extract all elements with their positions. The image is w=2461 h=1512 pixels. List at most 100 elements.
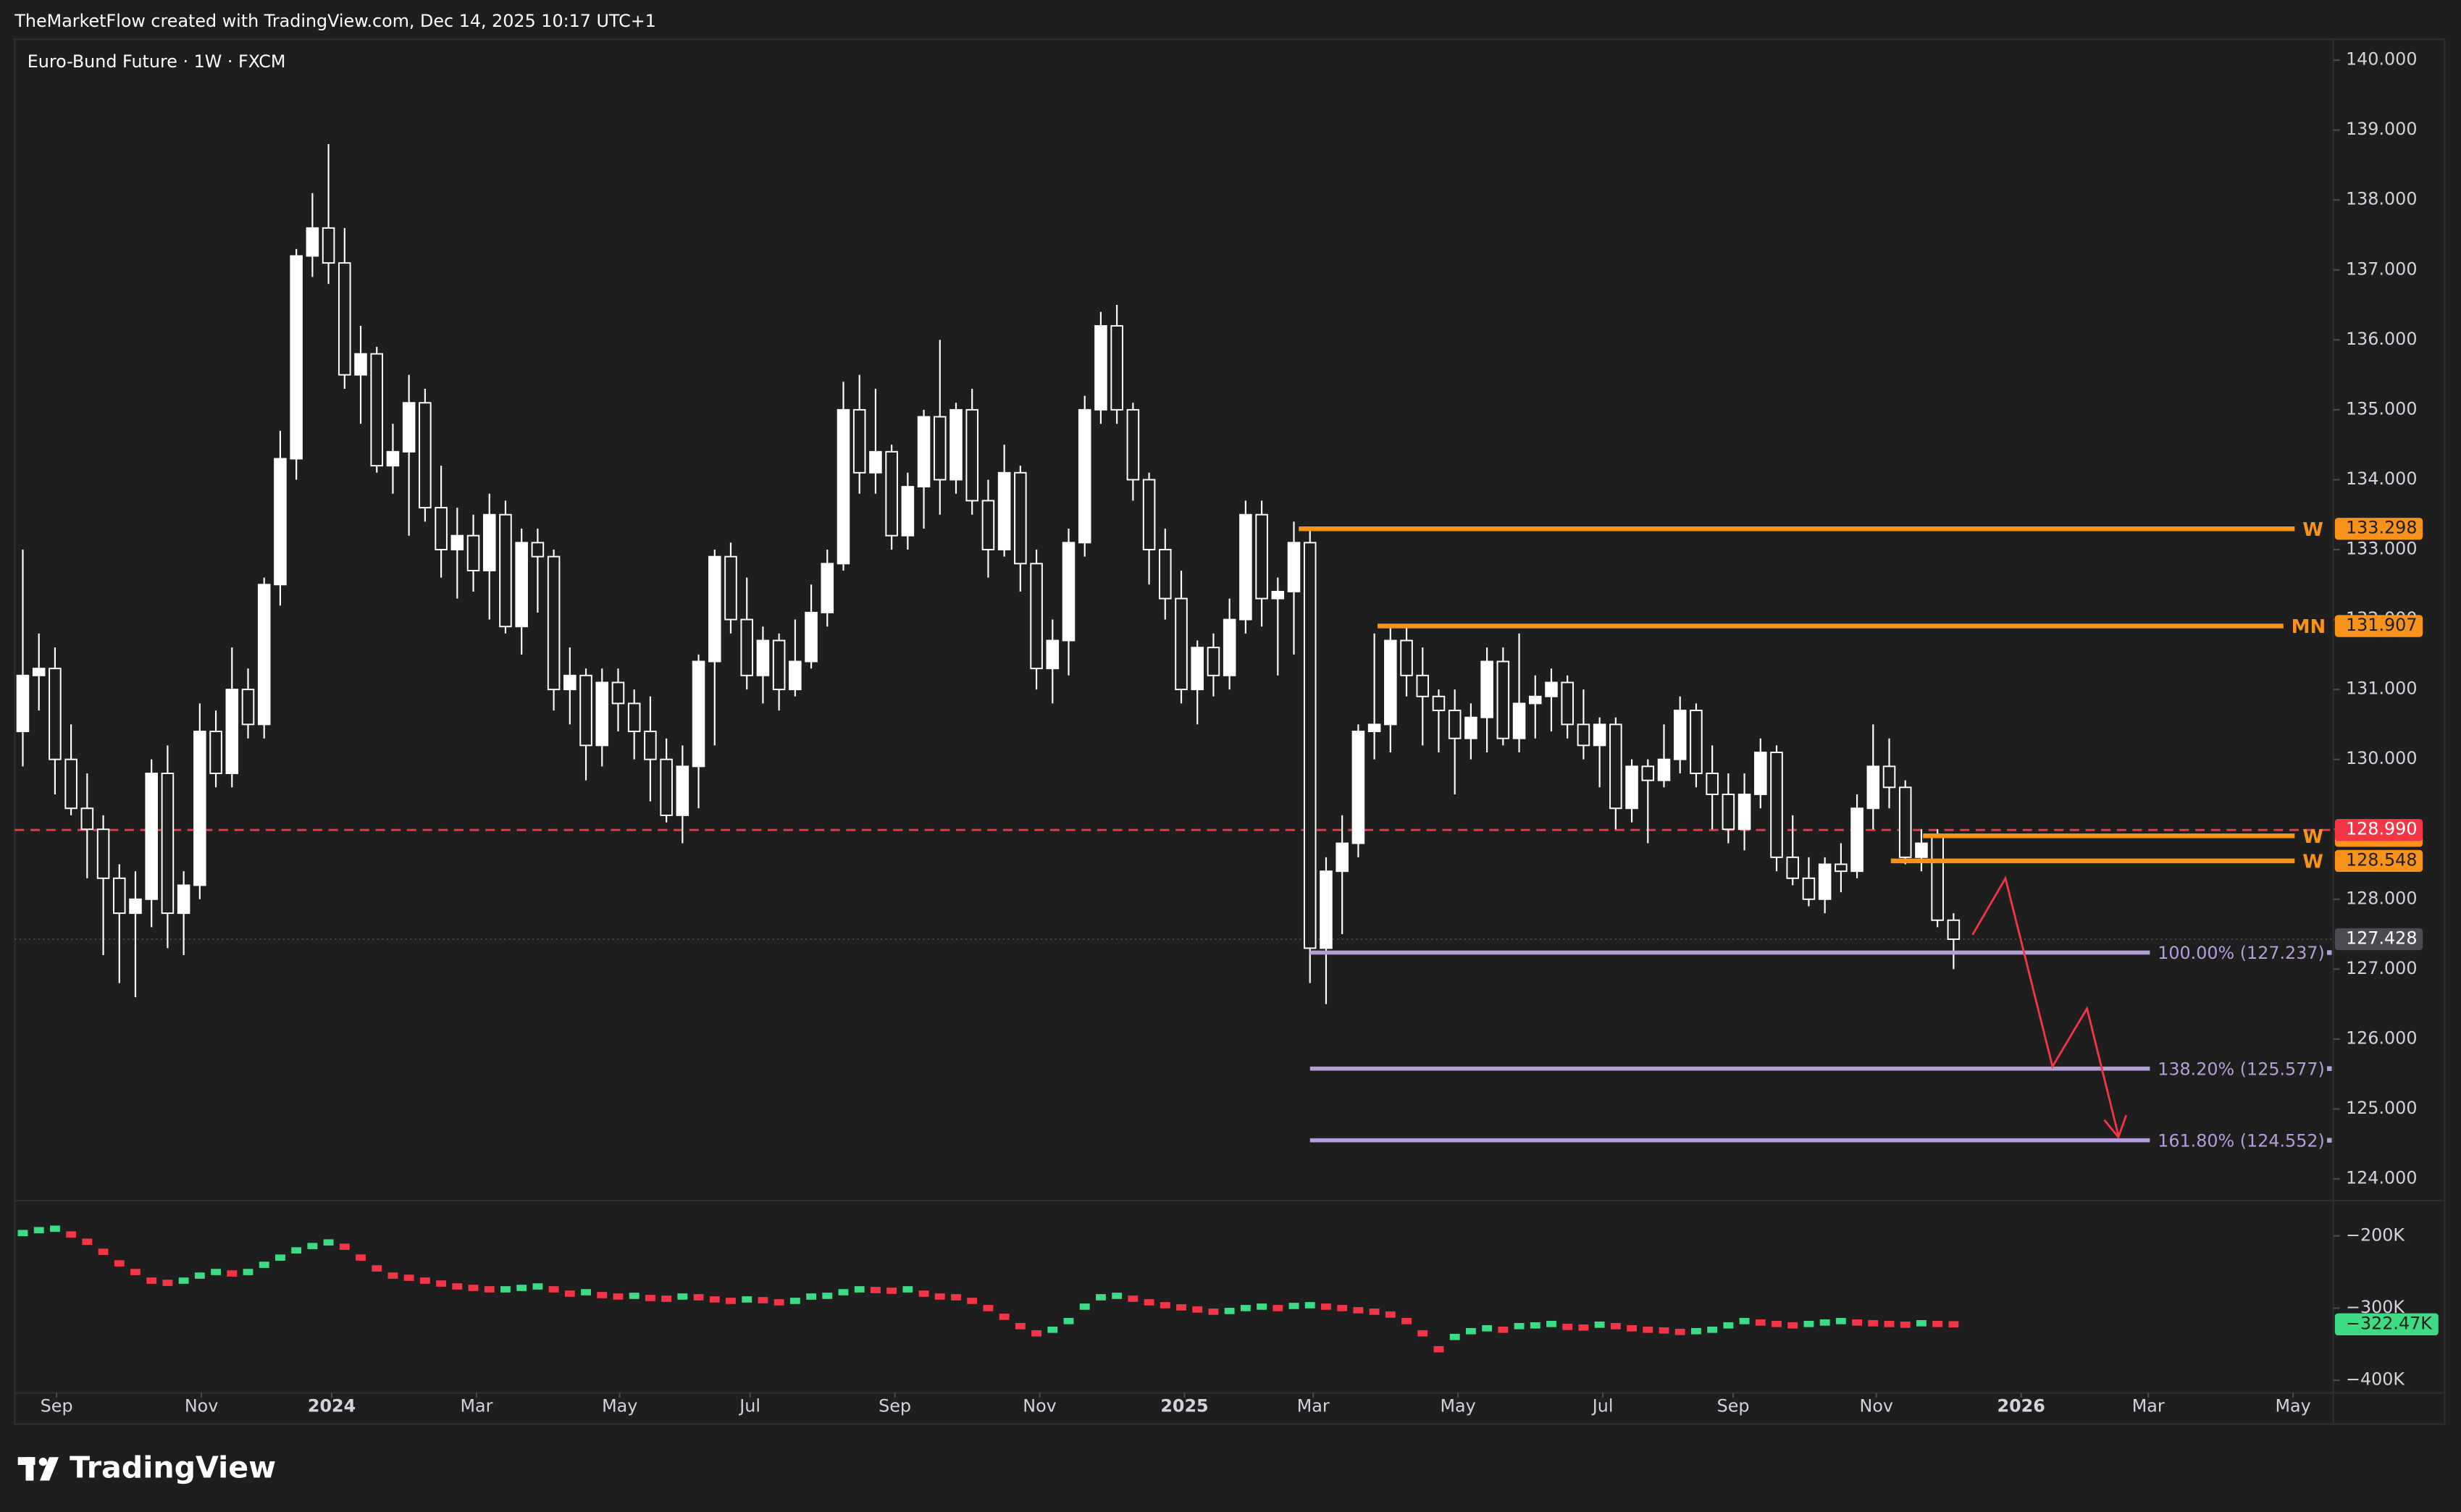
indicator-bar	[1755, 1319, 1766, 1326]
candle-body	[1110, 325, 1123, 411]
candle-body	[435, 507, 448, 550]
candle-body	[1416, 674, 1430, 697]
indicator-bar	[1240, 1305, 1251, 1311]
y-tick-label: 128.000	[2346, 888, 2417, 908]
candle-body	[1271, 590, 1285, 600]
candle-body	[724, 555, 737, 621]
candle-body	[1367, 723, 1381, 733]
candle-body	[1835, 863, 1848, 873]
candle-body	[676, 765, 689, 816]
indicator-bar	[17, 1230, 28, 1237]
indicator-bar	[532, 1283, 543, 1290]
candle-body	[547, 555, 561, 691]
candle-body	[1577, 723, 1590, 747]
candle-body	[660, 758, 673, 816]
fib-dot	[2327, 1066, 2332, 1071]
indicator-bar	[822, 1293, 833, 1299]
candle-body	[1351, 731, 1365, 844]
indicator-bar	[1144, 1299, 1154, 1306]
candle-body	[1400, 639, 1413, 676]
candle-body	[1046, 639, 1060, 670]
indicator-bar	[1063, 1318, 1074, 1324]
candle-body	[901, 486, 915, 537]
indicator-bar	[1128, 1295, 1139, 1302]
candle-body	[852, 408, 866, 474]
candle-body	[1078, 408, 1091, 544]
indicator-bar	[1562, 1323, 1573, 1330]
indicator-bar	[1594, 1321, 1605, 1328]
indicator-bar	[1079, 1303, 1090, 1310]
y-tick-label: 133.000	[2346, 539, 2417, 559]
x-tick-label: Nov	[1860, 1395, 1893, 1416]
candle-body	[595, 681, 609, 747]
candle-body	[1384, 639, 1397, 726]
candle-body	[805, 611, 818, 663]
price-badge-label: 127.428	[2346, 928, 2417, 949]
candle-body	[338, 262, 351, 376]
y-tick-label: 135.000	[2346, 398, 2417, 419]
indicator-bar	[1224, 1308, 1235, 1314]
level-name: MN	[2292, 616, 2326, 638]
candle-body	[1336, 842, 1349, 873]
candle-body	[1287, 542, 1301, 592]
level-badge	[2334, 849, 2423, 873]
level-badge-label: 128.548	[2346, 849, 2417, 870]
indicator-bar	[806, 1293, 816, 1300]
indicator-bar	[1047, 1326, 1058, 1333]
indicator-bar	[211, 1269, 221, 1275]
indicator-bar	[902, 1286, 913, 1293]
y-tick-label: 126.000	[2346, 1028, 2417, 1048]
indicator-bar	[1498, 1326, 1509, 1333]
indicator-bar	[1449, 1333, 1460, 1340]
candle-body	[1191, 647, 1204, 691]
candle-body	[1915, 842, 1928, 858]
indicator-bar	[178, 1277, 189, 1284]
candle-body	[193, 731, 206, 886]
indicator-bar	[951, 1294, 961, 1301]
candle-body	[1255, 513, 1268, 600]
indicator-bar	[1257, 1303, 1267, 1310]
level-name: W	[2302, 852, 2323, 873]
candle-body	[1722, 793, 1735, 831]
indicator-bar	[1546, 1320, 1556, 1327]
indicator-bar	[1015, 1322, 1026, 1330]
indicator-bar	[484, 1286, 495, 1293]
indicator-bar	[1304, 1302, 1315, 1309]
indicator-bar	[1112, 1293, 1123, 1299]
indicator-bar	[1627, 1324, 1637, 1332]
indicator-bar	[452, 1283, 463, 1290]
indicator-bar	[275, 1254, 285, 1261]
chart-frame	[14, 38, 2446, 1425]
candle-body	[1142, 479, 1156, 550]
y-tick-label: 124.000	[2346, 1168, 2417, 1188]
candle-body	[1641, 765, 1655, 781]
candle-body	[740, 618, 753, 676]
candle-body	[1690, 710, 1703, 774]
indicator-bar	[1932, 1320, 1943, 1327]
indicator-badge-label: −322.47K	[2346, 1313, 2433, 1333]
x-tick-label: Mar	[460, 1395, 492, 1416]
candle-body	[627, 702, 641, 733]
candle-body	[49, 668, 62, 760]
indicator-bar	[1610, 1322, 1621, 1330]
x-tick-label: Sep	[1717, 1395, 1750, 1416]
indicator-bar	[1514, 1322, 1525, 1330]
candle-body	[1802, 877, 1816, 900]
x-tick-label: Mar	[2132, 1395, 2165, 1416]
candle-body	[1947, 919, 1961, 940]
candle-body	[772, 639, 786, 691]
indicator-bar	[967, 1298, 978, 1304]
y-tick-label: 130.000	[2346, 748, 2417, 768]
indicator-bar	[1482, 1324, 1493, 1332]
candle-body	[177, 884, 190, 915]
candle-body	[917, 416, 931, 488]
indicator-bar	[323, 1239, 334, 1246]
indicator-bar	[372, 1265, 382, 1272]
indicator-bar	[597, 1292, 608, 1298]
indicator-bar	[1884, 1320, 1895, 1327]
x-tick-label: Sep	[41, 1395, 73, 1416]
candle-body	[322, 227, 335, 264]
candle-body	[1850, 807, 1863, 873]
indicator-bar	[307, 1243, 318, 1250]
